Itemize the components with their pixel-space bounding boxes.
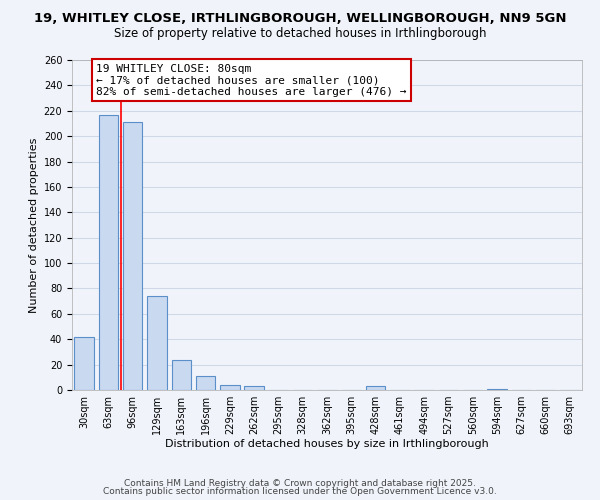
- Bar: [74, 336, 94, 390]
- Bar: [147, 296, 167, 390]
- Text: 19, WHITLEY CLOSE, IRTHLINGBOROUGH, WELLINGBOROUGH, NN9 5GN: 19, WHITLEY CLOSE, IRTHLINGBOROUGH, WELL…: [34, 12, 566, 26]
- Text: Size of property relative to detached houses in Irthlingborough: Size of property relative to detached ho…: [114, 28, 486, 40]
- Bar: [123, 122, 142, 390]
- Text: Contains HM Land Registry data © Crown copyright and database right 2025.: Contains HM Land Registry data © Crown c…: [124, 478, 476, 488]
- Bar: [366, 386, 385, 390]
- Text: Contains public sector information licensed under the Open Government Licence v3: Contains public sector information licen…: [103, 487, 497, 496]
- Bar: [487, 388, 507, 390]
- Text: 19 WHITLEY CLOSE: 80sqm
← 17% of detached houses are smaller (100)
82% of semi-d: 19 WHITLEY CLOSE: 80sqm ← 17% of detache…: [96, 64, 407, 97]
- Bar: [172, 360, 191, 390]
- Bar: [220, 385, 239, 390]
- X-axis label: Distribution of detached houses by size in Irthlingborough: Distribution of detached houses by size …: [165, 438, 489, 448]
- Bar: [196, 376, 215, 390]
- Bar: [99, 114, 118, 390]
- Bar: [244, 386, 264, 390]
- Y-axis label: Number of detached properties: Number of detached properties: [29, 138, 40, 312]
